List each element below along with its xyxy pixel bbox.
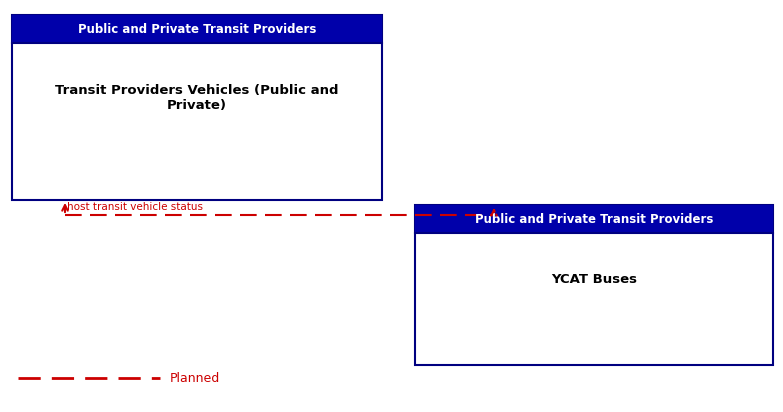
Text: Public and Private Transit Providers: Public and Private Transit Providers xyxy=(78,23,316,35)
Bar xyxy=(415,205,773,233)
Bar xyxy=(12,15,382,43)
Text: Planned: Planned xyxy=(170,372,220,384)
Text: Transit Providers Vehicles (Public and
Private): Transit Providers Vehicles (Public and P… xyxy=(56,84,339,112)
Bar xyxy=(12,15,382,200)
Text: YCAT Buses: YCAT Buses xyxy=(551,273,637,286)
Text: Public and Private Transit Providers: Public and Private Transit Providers xyxy=(474,213,713,225)
Bar xyxy=(415,205,773,365)
Text: host transit vehicle status: host transit vehicle status xyxy=(67,202,203,212)
